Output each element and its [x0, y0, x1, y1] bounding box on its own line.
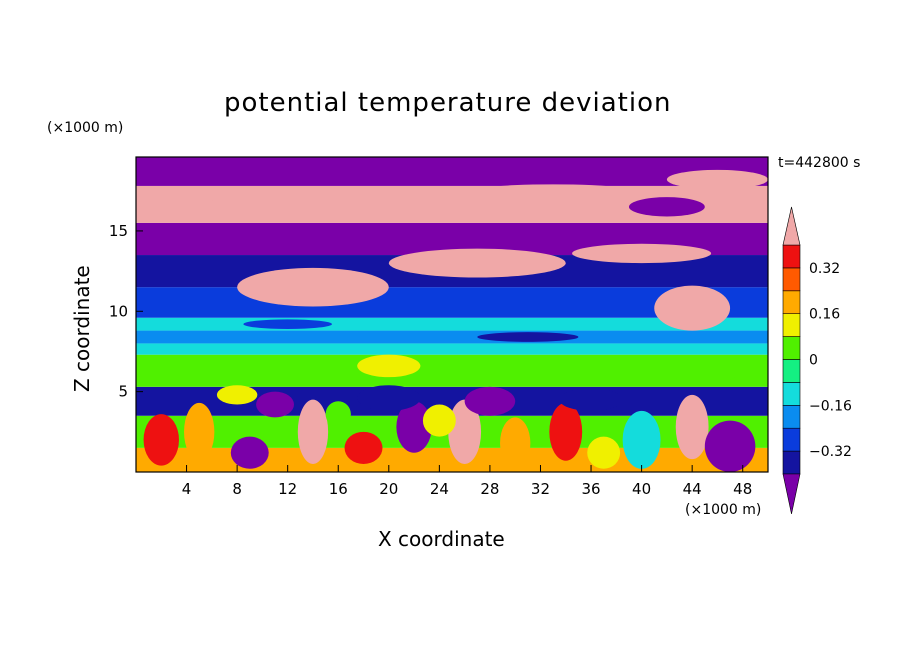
swirl-4: [344, 431, 383, 464]
x-tick-label-20: 20: [379, 480, 398, 498]
colorbar-label-0: 0.32: [809, 261, 840, 277]
colorbar-box-4: [782, 359, 801, 383]
swirl-18: [422, 404, 456, 437]
x-tick-label-4: 4: [182, 480, 192, 498]
swirl-14: [357, 385, 421, 411]
swirl-0: [143, 414, 179, 466]
colorbar-box-9: [782, 244, 801, 269]
swirl-10: [622, 410, 661, 469]
swirl-11: [675, 394, 709, 460]
colorbar-box-6: [782, 313, 801, 337]
swirl-15: [464, 386, 516, 416]
colorbar-label-4: −0.32: [809, 444, 852, 460]
colorbar-top-arrow: [782, 206, 801, 246]
x-axis-unit: (×1000 m): [685, 502, 762, 518]
cloud-6: [666, 169, 768, 190]
colorbar-box-8: [782, 267, 801, 292]
cloud-5: [452, 184, 655, 207]
y-tick-label-5: 5: [118, 383, 128, 401]
swirl-19: [325, 401, 351, 427]
patch-0: [357, 354, 421, 378]
x-tick-label-28: 28: [480, 480, 499, 498]
x-tick-label-40: 40: [632, 480, 651, 498]
colorbar-box-1: [782, 427, 801, 452]
x-tick-label-36: 36: [581, 480, 600, 498]
y-tick-label-15: 15: [109, 222, 128, 240]
patch-3: [243, 319, 332, 329]
colorbar-box-7: [782, 290, 801, 314]
x-tick-label-12: 12: [278, 480, 297, 498]
y-axis-label: Z coordinate: [70, 265, 94, 392]
plot-area: [136, 157, 768, 472]
colorbar-box-2: [782, 404, 801, 429]
cloud-4: [211, 189, 339, 215]
colorbar-bottom-arrow: [782, 473, 801, 515]
x-tick-label-8: 8: [232, 480, 242, 498]
x-tick-label-32: 32: [531, 480, 550, 498]
x-tick-label-24: 24: [430, 480, 449, 498]
colorbar-label-3: −0.16: [809, 398, 852, 414]
swirl-1: [184, 402, 215, 461]
swirl-16: [559, 388, 623, 411]
chart-title: potential temperature deviation: [224, 88, 672, 118]
x-axis-label: X coordinate: [378, 527, 505, 551]
colorbar-box-3: [782, 382, 801, 406]
patch-2: [477, 332, 579, 342]
x-tick-label-16: 16: [329, 480, 348, 498]
y-axis-unit: (×1000 m): [47, 120, 124, 136]
swirl-7: [500, 417, 531, 469]
swirl-12: [704, 420, 756, 472]
swirl-8: [549, 402, 583, 461]
swirl-13: [256, 391, 294, 418]
cloud-1: [388, 248, 566, 278]
swirl-3: [297, 399, 329, 464]
colorbar-box-5: [782, 336, 801, 360]
patch-1: [669, 357, 741, 384]
field-band-4: [136, 343, 768, 355]
colorbar: 0.32 0.16 0 −0.16 −0.32: [782, 206, 852, 515]
field-band-5: [136, 330, 768, 344]
colorbar-box-0: [782, 450, 801, 475]
cloud-8: [350, 161, 478, 175]
y-tick-label-10: 10: [109, 302, 128, 320]
swirl-9: [587, 436, 621, 469]
plot-frame: [135, 156, 769, 473]
swirl-5: [396, 401, 432, 453]
time-label: t=442800 s: [778, 155, 861, 171]
swirl-6: [448, 399, 482, 464]
colorbar-label-1: 0.16: [809, 307, 840, 323]
field-features: [143, 161, 768, 472]
x-tick-label-48: 48: [733, 480, 752, 498]
swirl-2: [230, 436, 269, 469]
cloud-7: [161, 163, 263, 180]
swirl-17: [216, 385, 258, 405]
x-tick-label-44: 44: [683, 480, 702, 498]
cloud-9: [628, 197, 705, 217]
cloud-0: [237, 267, 389, 307]
field-band-3: [136, 354, 768, 387]
colorbar-label-2: 0: [809, 353, 818, 369]
cloud-2: [572, 243, 712, 264]
cloud-3: [654, 285, 731, 331]
